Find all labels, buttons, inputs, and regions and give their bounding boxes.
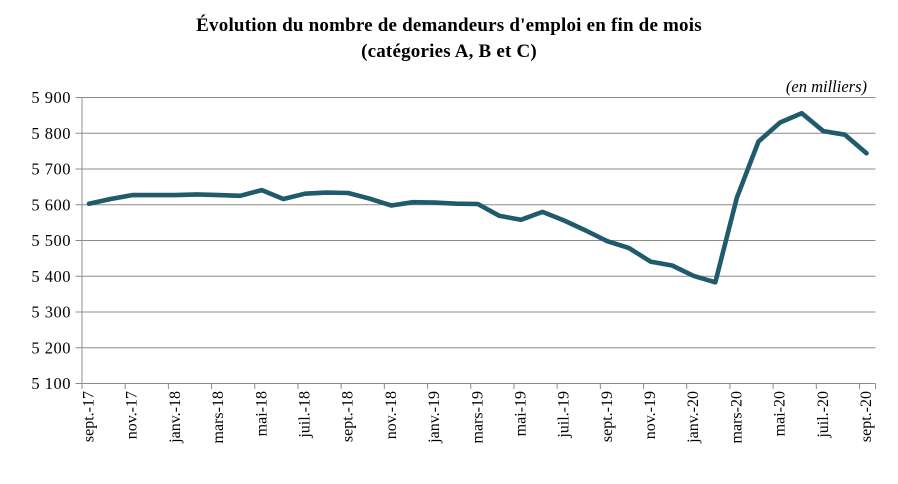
unit-note: (en milliers) xyxy=(785,77,867,96)
chart-title-line1: Évolution du nombre de demandeurs d'empl… xyxy=(196,15,702,36)
chart-title: Évolution du nombre de demandeurs d'empl… xyxy=(0,13,898,65)
x-tick-label: sept.-18 xyxy=(340,391,357,442)
x-tick-label: juil.-20 xyxy=(815,391,832,439)
x-tick-label: sept.-19 xyxy=(599,391,616,442)
x-tick-label: nov.-18 xyxy=(383,391,400,439)
y-tick-label: 5 900 xyxy=(31,88,71,107)
y-tick-label: 5 800 xyxy=(31,124,71,143)
x-tick-label: juil.-19 xyxy=(556,391,573,439)
x-tick-label: nov.-17 xyxy=(124,391,141,439)
x-tick-label: mai-18 xyxy=(253,391,270,436)
y-tick-label: 5 200 xyxy=(31,338,71,357)
y-tick-label: 5 600 xyxy=(31,195,71,214)
x-tick-label: janv.-18 xyxy=(167,391,184,444)
x-tick-label: mars-18 xyxy=(210,391,227,443)
x-tick-label: mai-19 xyxy=(512,391,529,436)
x-tick-label: janv.-19 xyxy=(426,391,443,444)
y-tick-label: 5 400 xyxy=(31,267,71,286)
y-tick-label: 5 300 xyxy=(31,303,71,322)
x-tick-label: janv.-20 xyxy=(685,391,702,444)
y-tick-label: 5 500 xyxy=(31,231,71,250)
x-tick-label: juil.-18 xyxy=(296,391,313,439)
y-tick-label: 5 100 xyxy=(31,374,71,393)
data-line-demandeurs-emploi xyxy=(86,110,869,285)
x-tick-label: mars-20 xyxy=(728,391,745,443)
x-tick-label: nov.-19 xyxy=(642,391,659,439)
x-tick-label: sept.-20 xyxy=(858,391,875,442)
chart-title-line2: (catégories A, B et C) xyxy=(361,41,537,62)
x-tick-label: mars-19 xyxy=(469,391,486,443)
x-tick-label: sept.-17 xyxy=(81,391,98,442)
y-tick-label: 5 700 xyxy=(31,160,71,179)
x-tick-label: mai-20 xyxy=(772,391,789,436)
